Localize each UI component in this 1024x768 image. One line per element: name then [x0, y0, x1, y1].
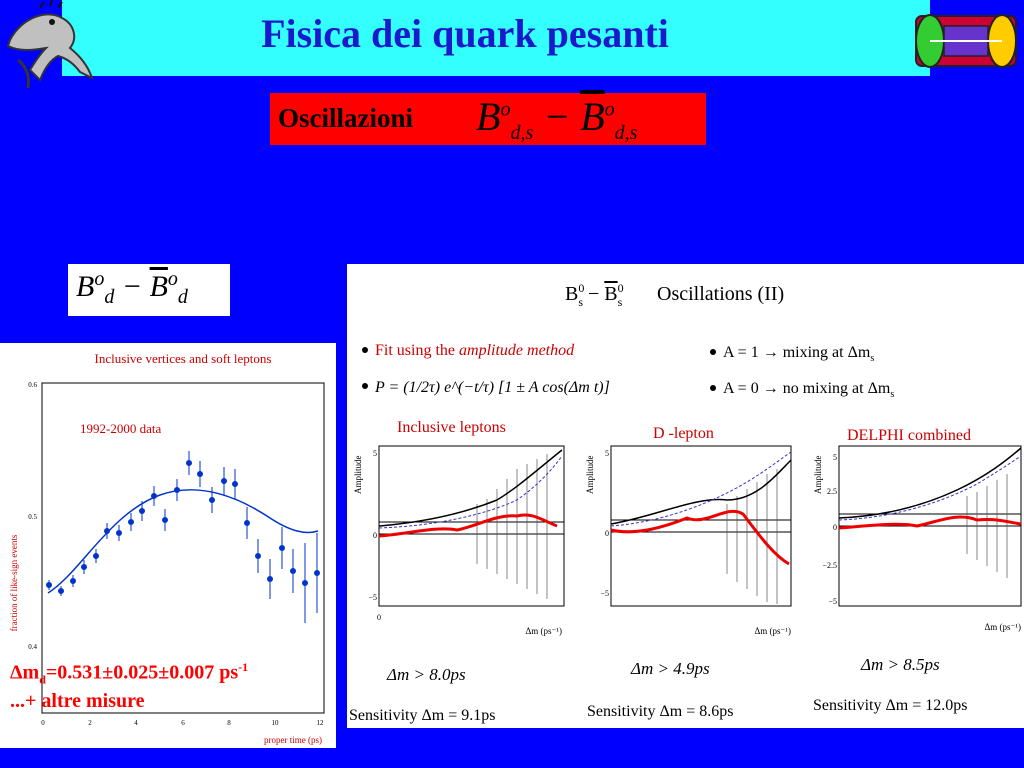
xtick-0: 0 [41, 719, 45, 727]
right-title-bs: B0 s − B0 s [565, 281, 624, 309]
bd-formula: Bod − Bod [76, 268, 188, 308]
panel-3-xlabel: Δm (ps⁻¹) [985, 622, 1021, 632]
ytick-0.4: 0.4 [28, 643, 37, 651]
dm-symbol: Δm [10, 661, 40, 684]
slide-title: Fisica dei quark pesanti [261, 11, 669, 56]
left-plot-fit-curve [47, 489, 319, 594]
panel-2-ytick-5: 5 [605, 449, 609, 458]
xtick-8: 8 [227, 719, 231, 727]
oscillation-box: Oscillazioni Bod,s − Bod,s [270, 93, 706, 145]
panel-3-ylabel: Amplitude [813, 455, 823, 494]
amplitude-panel-1: Inclusive leptons Amplitude 0 5 0 −5 Δm … [349, 419, 565, 724]
panel-3-ytick-2.5: 2.5 [827, 487, 837, 496]
bullet-fit: Fit using the amplitude method [375, 342, 575, 359]
panel-1-ytick-5: 5 [373, 449, 377, 458]
left-plot-annotation: 1992-2000 data [80, 421, 161, 436]
dm-exponent: -1 [238, 660, 249, 674]
bullet-no-mixing: A = 0 → no mixing at Δms [723, 380, 894, 400]
oscillation-label: Oscillazioni [278, 103, 413, 133]
left-plot-xlabel: proper time (ps) [264, 735, 322, 745]
left-plot-ylabel: fraction of like-sign events [9, 534, 19, 631]
panel-1-title: Inclusive leptons [397, 419, 506, 436]
left-plot-title: Inclusive vertices and soft leptons [95, 351, 272, 366]
dolphin-logo-icon [6, 0, 94, 89]
panel-3-ytick-5: 5 [833, 453, 837, 462]
panel-1-ylabel: Amplitude [353, 455, 363, 494]
panel-2-xlabel: Δm (ps⁻¹) [755, 626, 791, 636]
panel-3-title: DELPHI combined [847, 427, 971, 444]
amplitude-panel-2: D -lepton Amplitude 5 0 −5 Δm (ps⁻¹) Δm … [585, 425, 792, 720]
left-plot: Inclusive vertices and soft leptons 1992… [9, 351, 325, 745]
panel-3-ytick-m5: −5 [828, 597, 837, 606]
xtick-10: 10 [272, 719, 280, 727]
panel-2-ytick-m5: −5 [600, 589, 609, 598]
panel-1-xlabel: Δm (ps⁻¹) [526, 626, 562, 636]
bullet-mixing: A = 1 → mixing at Δms [723, 344, 874, 364]
bullet-formula: P = (1/2τ) e^(−t/τ) [1 ± A cos(Δm t)] [374, 379, 610, 396]
xtick-12: 12 [317, 719, 325, 727]
panel-1-limit: Δm > 8.0ps [386, 665, 466, 684]
panel-3-ytick-m2.5: −2.5 [822, 561, 837, 570]
oscillation-formula: Bod,s − Bod,s [476, 94, 638, 144]
dmd-result: Δmd=0.531±0.025±0.007 ps-1 [10, 660, 248, 688]
dm-value: =0.531±0.025±0.007 ps [45, 661, 239, 684]
panel-2-ytick-0: 0 [605, 529, 609, 538]
left-plot-points [46, 451, 320, 623]
dm-subscript: d [39, 672, 46, 687]
panel-3-sensitivity: Sensitivity Δm = 12.0ps [813, 697, 967, 714]
panel-2-title: D -lepton [653, 425, 714, 442]
title-bar [62, 0, 930, 76]
panel-3-limit: Δm > 8.5ps [860, 655, 940, 674]
amplitude-panel-3: DELPHI combined Amplitude 5 2.5 0 −2.5 −… [813, 427, 1022, 714]
panel-1-sensitivity: Sensitivity Δm = 9.1ps [349, 707, 495, 724]
panel-2-sensitivity: Sensitivity Δm = 8.6ps [587, 703, 733, 720]
altre-misure: ...+ altre misure [10, 690, 145, 712]
xtick-4: 4 [134, 719, 138, 727]
panel-1-ytick-0: 0 [373, 531, 377, 540]
panel-2-limit: Δm > 4.9ps [630, 659, 710, 678]
xtick-6: 6 [181, 719, 185, 727]
left-plot-panel: Inclusive vertices and soft leptons 1992… [0, 343, 336, 748]
right-figure: B0 s − B0 s Oscillations (II) Fit using th… [349, 281, 1022, 724]
panel-1-ytick-m5: −5 [368, 593, 377, 602]
right-title: Oscillations (II) [657, 283, 784, 305]
panel-2-ylabel: Amplitude [585, 455, 595, 494]
xtick-2: 2 [88, 719, 92, 727]
ytick-0.6: 0.6 [28, 381, 37, 389]
panel-3-ytick-0: 0 [833, 523, 837, 532]
panel-1-xtick-0: 0 [377, 613, 381, 622]
ytick-0.5: 0.5 [28, 513, 37, 521]
bd-formula-box: Bod − Bod [68, 264, 230, 316]
right-figure-panel: B0 s − B0 s Oscillations (II) Fit using th… [347, 264, 1024, 728]
detector-logo-icon [915, 14, 1017, 68]
